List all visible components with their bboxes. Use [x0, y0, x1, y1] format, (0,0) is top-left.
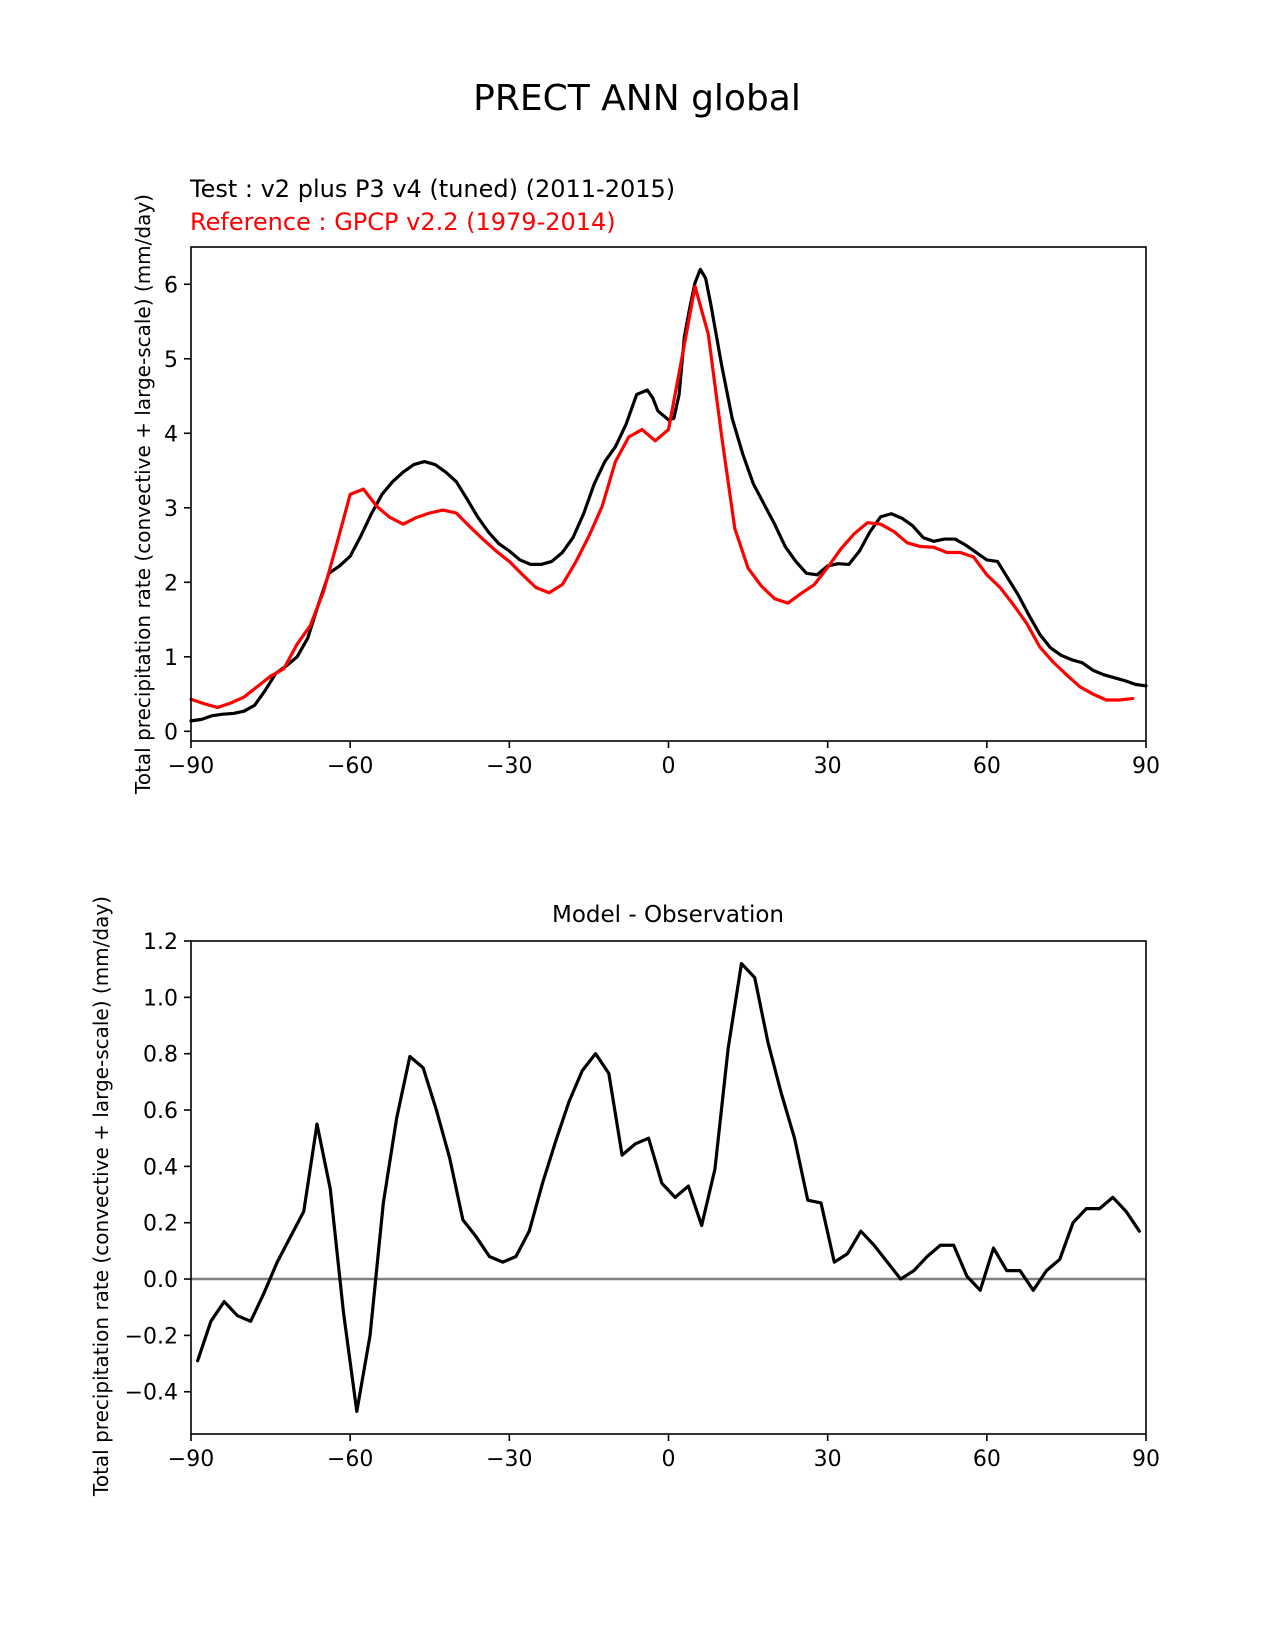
top-x-tick-label: 30	[814, 754, 842, 779]
top-y-tick-label: 5	[164, 348, 178, 373]
reference-label: Reference : GPCP v2.2 (1979-2014)	[190, 208, 616, 236]
top-axes-frame	[190, 246, 1147, 742]
top-y-tick-label: 1	[164, 646, 178, 671]
bottom-y-tick-label: 0.2	[143, 1212, 178, 1237]
bottom-x-tick-label: −60	[327, 1447, 373, 1472]
bottom-x-tick-label: −90	[168, 1447, 214, 1472]
bottom-y-tick-label: −0.2	[125, 1324, 178, 1349]
top-series-line-1	[189, 284, 1135, 710]
top-y-tick-label: 6	[164, 273, 178, 298]
bottom-chart-panel: Model - Observation Total precipitation …	[89, 896, 1160, 1497]
top-x-tick-label: −90	[168, 754, 214, 779]
top-y-tick-label: 0	[164, 720, 178, 745]
top-plot-area: −90 −60 −30 0 30 60 90 0 1 2 3 4 5 6	[164, 246, 1160, 779]
bottom-x-tick-label: 90	[1132, 1447, 1160, 1472]
top-y-tick-label: 4	[164, 422, 178, 447]
figure-title: PRECT ANN global	[473, 78, 801, 119]
top-y-tick-label: 2	[164, 571, 178, 596]
top-x-tick-label: −60	[327, 754, 373, 779]
top-x-tick-label: 0	[662, 754, 676, 779]
bottom-y-tick-label: 0.6	[143, 1099, 178, 1124]
bottom-series-line-0	[196, 961, 1141, 1414]
test-label: Test : v2 plus P3 v4 (tuned) (2011-2015)	[189, 175, 675, 203]
top-chart-panel: Test : v2 plus P3 v4 (tuned) (2011-2015)…	[131, 175, 1160, 795]
bottom-y-tick-label: −0.4	[125, 1381, 178, 1406]
bottom-y-tick-label: 0.8	[143, 1043, 178, 1068]
bottom-x-tick-label: 60	[973, 1447, 1001, 1472]
top-x-tick-label: −30	[486, 754, 532, 779]
bottom-y-axis-label: Total precipitation rate (convective + l…	[89, 896, 113, 1497]
bottom-chart-title: Model - Observation	[552, 902, 784, 928]
top-x-tick-label: 60	[973, 754, 1001, 779]
bottom-y-tick-label: 0.0	[143, 1268, 178, 1293]
top-y-tick-label: 3	[164, 497, 178, 522]
top-series-line-0	[189, 267, 1148, 723]
bottom-x-tick-label: −30	[486, 1447, 532, 1472]
bottom-plot-area: −90 −60 −30 0 30 60 90 −0.4 −0.2 0.0 0.2 0.4 0.6 0.8 1…	[125, 930, 1160, 1472]
top-x-tick-label: 90	[1132, 754, 1160, 779]
bottom-axes-frame	[190, 940, 1147, 1435]
bottom-x-tick-label: 0	[662, 1447, 676, 1472]
bottom-y-tick-label: 1.2	[143, 930, 178, 955]
top-y-axis-label: Total precipitation rate (convective + l…	[131, 194, 155, 795]
bottom-y-tick-label: 0.4	[143, 1155, 178, 1180]
bottom-x-tick-label: 30	[814, 1447, 842, 1472]
bottom-y-tick-label: 1.0	[143, 986, 178, 1011]
